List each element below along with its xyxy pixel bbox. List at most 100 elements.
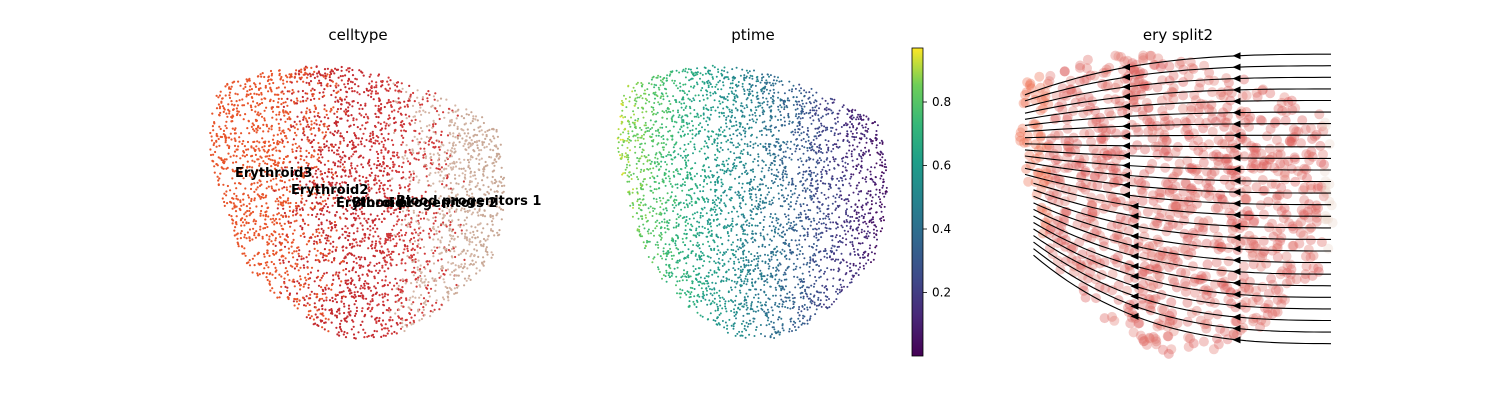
cell-point xyxy=(309,206,312,209)
cell-point xyxy=(299,158,302,161)
cell-point xyxy=(370,92,373,95)
ptime-point xyxy=(710,225,712,228)
cell-point xyxy=(216,164,219,167)
cell-point xyxy=(418,141,421,144)
cell-point xyxy=(374,139,377,142)
ptime-point xyxy=(788,330,791,333)
cell-point xyxy=(412,211,415,214)
cell-point xyxy=(246,90,249,93)
cell-point xyxy=(373,264,376,267)
cell-point xyxy=(457,182,460,186)
ptime-point xyxy=(694,148,697,151)
cell-point xyxy=(382,251,386,254)
cell-point xyxy=(307,140,310,143)
cell-point xyxy=(372,220,375,223)
cell-point xyxy=(376,214,379,217)
ptime-point xyxy=(807,209,810,211)
cell-point xyxy=(403,100,406,103)
cell-point xyxy=(311,208,314,211)
cell-point xyxy=(275,87,278,90)
cell-point xyxy=(351,147,354,150)
cell-point xyxy=(286,289,289,292)
ptime-point xyxy=(636,119,639,122)
cell-point xyxy=(282,259,285,262)
cell-point xyxy=(250,176,253,179)
cell-point xyxy=(261,237,264,240)
cell-point xyxy=(426,208,429,211)
cell-point xyxy=(236,198,240,201)
ptime-point xyxy=(885,169,887,172)
cell-point xyxy=(357,331,360,334)
cell-point xyxy=(360,70,363,73)
ptime-point xyxy=(653,256,656,259)
cell-point xyxy=(315,215,318,218)
cell-point xyxy=(431,310,434,313)
cell-point xyxy=(241,142,244,145)
cell-point xyxy=(456,286,459,289)
cell-point xyxy=(226,115,229,118)
ptime-point xyxy=(707,285,710,288)
cell-point xyxy=(493,181,496,185)
ptime-point xyxy=(759,143,762,145)
cell-point xyxy=(411,255,414,259)
cell-point xyxy=(453,124,456,127)
cell-point xyxy=(261,137,264,140)
cell-point xyxy=(378,198,381,201)
cell-point xyxy=(370,80,373,83)
cell-point xyxy=(434,277,437,281)
cell-point xyxy=(378,184,381,187)
cell-point xyxy=(449,214,452,217)
ptime-point xyxy=(690,100,693,103)
cell-point xyxy=(274,146,277,149)
cell-point xyxy=(314,106,317,109)
cell-point xyxy=(390,258,393,261)
cell-point xyxy=(248,88,251,91)
cell-point xyxy=(379,237,382,240)
cell-point xyxy=(305,316,308,319)
ptime-point xyxy=(702,243,704,246)
ptime-point xyxy=(738,330,741,333)
ptime-point xyxy=(660,231,662,234)
cell-point xyxy=(374,174,377,177)
cell-point xyxy=(473,254,476,258)
ptime-point xyxy=(677,153,680,156)
cell-point xyxy=(288,209,291,212)
cell-point xyxy=(218,94,221,97)
cell-point xyxy=(500,166,503,169)
cell-point xyxy=(295,177,298,180)
cell-point xyxy=(316,309,319,312)
cell-point xyxy=(430,158,433,162)
cell-point xyxy=(479,188,482,191)
cell-point xyxy=(350,246,353,249)
cell-point xyxy=(315,228,318,231)
cell-point xyxy=(340,291,343,294)
cell-point xyxy=(340,280,343,283)
cell-point xyxy=(362,132,365,135)
cell-point xyxy=(287,251,291,254)
cell-point xyxy=(478,199,481,202)
cell-point xyxy=(301,89,304,93)
cell-point xyxy=(278,173,281,176)
cell-point xyxy=(404,154,407,157)
cell-point xyxy=(488,128,491,131)
cell-point xyxy=(493,234,496,237)
cell-point xyxy=(254,148,257,152)
cell-point xyxy=(319,312,322,315)
cell-point xyxy=(233,229,236,232)
cell-point xyxy=(403,329,406,333)
cell-point xyxy=(303,134,306,137)
cell-point xyxy=(299,174,302,177)
ptime-point xyxy=(717,71,720,73)
cell-point xyxy=(297,161,300,164)
cell-point xyxy=(294,298,297,301)
cell-point xyxy=(400,206,403,209)
cell-point xyxy=(238,182,241,185)
cell-point xyxy=(212,143,215,147)
ptime-point xyxy=(721,183,724,186)
cell-point xyxy=(262,196,265,199)
ptime-point xyxy=(740,150,743,153)
cell-point xyxy=(494,178,497,181)
ptime-points xyxy=(616,64,888,339)
cell-point xyxy=(433,146,436,149)
cell-point xyxy=(447,107,451,110)
